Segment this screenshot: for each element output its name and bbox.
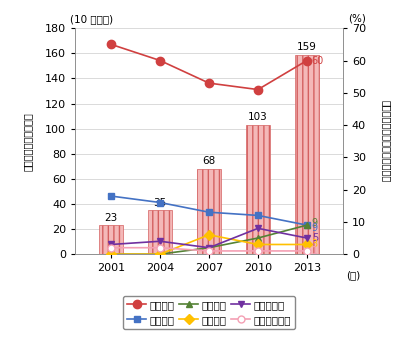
Text: (%): (%): [348, 14, 366, 24]
中国企業: [304, 223, 309, 227]
日本企業: [206, 210, 212, 214]
Line: 日本企業: 日本企業: [108, 193, 310, 229]
Text: (年): (年): [347, 270, 361, 280]
Line: フランス企業: フランス企業: [108, 244, 310, 255]
Bar: [197, 169, 221, 254]
米国企業: [158, 58, 163, 62]
米国企業: [255, 88, 260, 92]
フランス企業: [304, 249, 309, 253]
Text: 60: 60: [312, 55, 324, 66]
ドイツ企業: [255, 226, 260, 231]
Text: 9: 9: [312, 219, 318, 228]
Text: 5: 5: [312, 233, 318, 243]
中国企業: [109, 252, 114, 256]
米国企業: [206, 81, 212, 85]
Bar: [99, 225, 123, 254]
日本企業: [304, 223, 309, 227]
日本企業: [255, 213, 260, 217]
Text: 103: 103: [248, 112, 268, 122]
Y-axis label: レイヤーの売上高合計: レイヤーの売上高合計: [23, 112, 33, 170]
Text: (10 億ドル): (10 億ドル): [70, 14, 113, 24]
Text: 9: 9: [312, 223, 318, 233]
日本企業: [158, 201, 163, 205]
Text: 1: 1: [312, 246, 318, 256]
フランス企業: [158, 246, 163, 250]
Legend: 米国企業, 日本企業, 中国企業, 韓国企業, ドイツ企業, フランス企業: 米国企業, 日本企業, 中国企業, 韓国企業, ドイツ企業, フランス企業: [123, 295, 295, 329]
米国企業: [304, 58, 309, 62]
米国企業: [109, 42, 114, 47]
ドイツ企業: [158, 239, 163, 243]
ドイツ企業: [206, 246, 212, 250]
韓国企業: [304, 243, 309, 247]
韓国企業: [255, 243, 260, 247]
Line: 米国企業: 米国企業: [107, 40, 311, 94]
Bar: [295, 55, 319, 254]
フランス企業: [109, 246, 114, 250]
Bar: [148, 210, 172, 254]
フランス企業: [206, 249, 212, 253]
Text: 159: 159: [297, 42, 317, 52]
ドイツ企業: [109, 243, 114, 247]
韓国企業: [158, 252, 163, 256]
Line: ドイツ企業: ドイツ企業: [108, 225, 310, 251]
Line: 韓国企業: 韓国企業: [108, 231, 310, 258]
Text: 3: 3: [312, 239, 318, 250]
Bar: [246, 125, 270, 254]
Line: 中国企業: 中国企業: [108, 222, 310, 258]
韓国企業: [206, 233, 212, 237]
日本企業: [109, 194, 114, 198]
韓国企業: [109, 252, 114, 256]
中国企業: [206, 246, 212, 250]
Text: 23: 23: [104, 213, 118, 223]
中国企業: [158, 252, 163, 256]
中国企業: [255, 236, 260, 240]
Y-axis label: 各国企業の売上高が占める割合: 各国企業の売上高が占める割合: [381, 100, 391, 183]
Text: 35: 35: [153, 198, 167, 208]
Text: 68: 68: [202, 156, 216, 166]
フランス企業: [255, 249, 260, 253]
ドイツ企業: [304, 236, 309, 240]
